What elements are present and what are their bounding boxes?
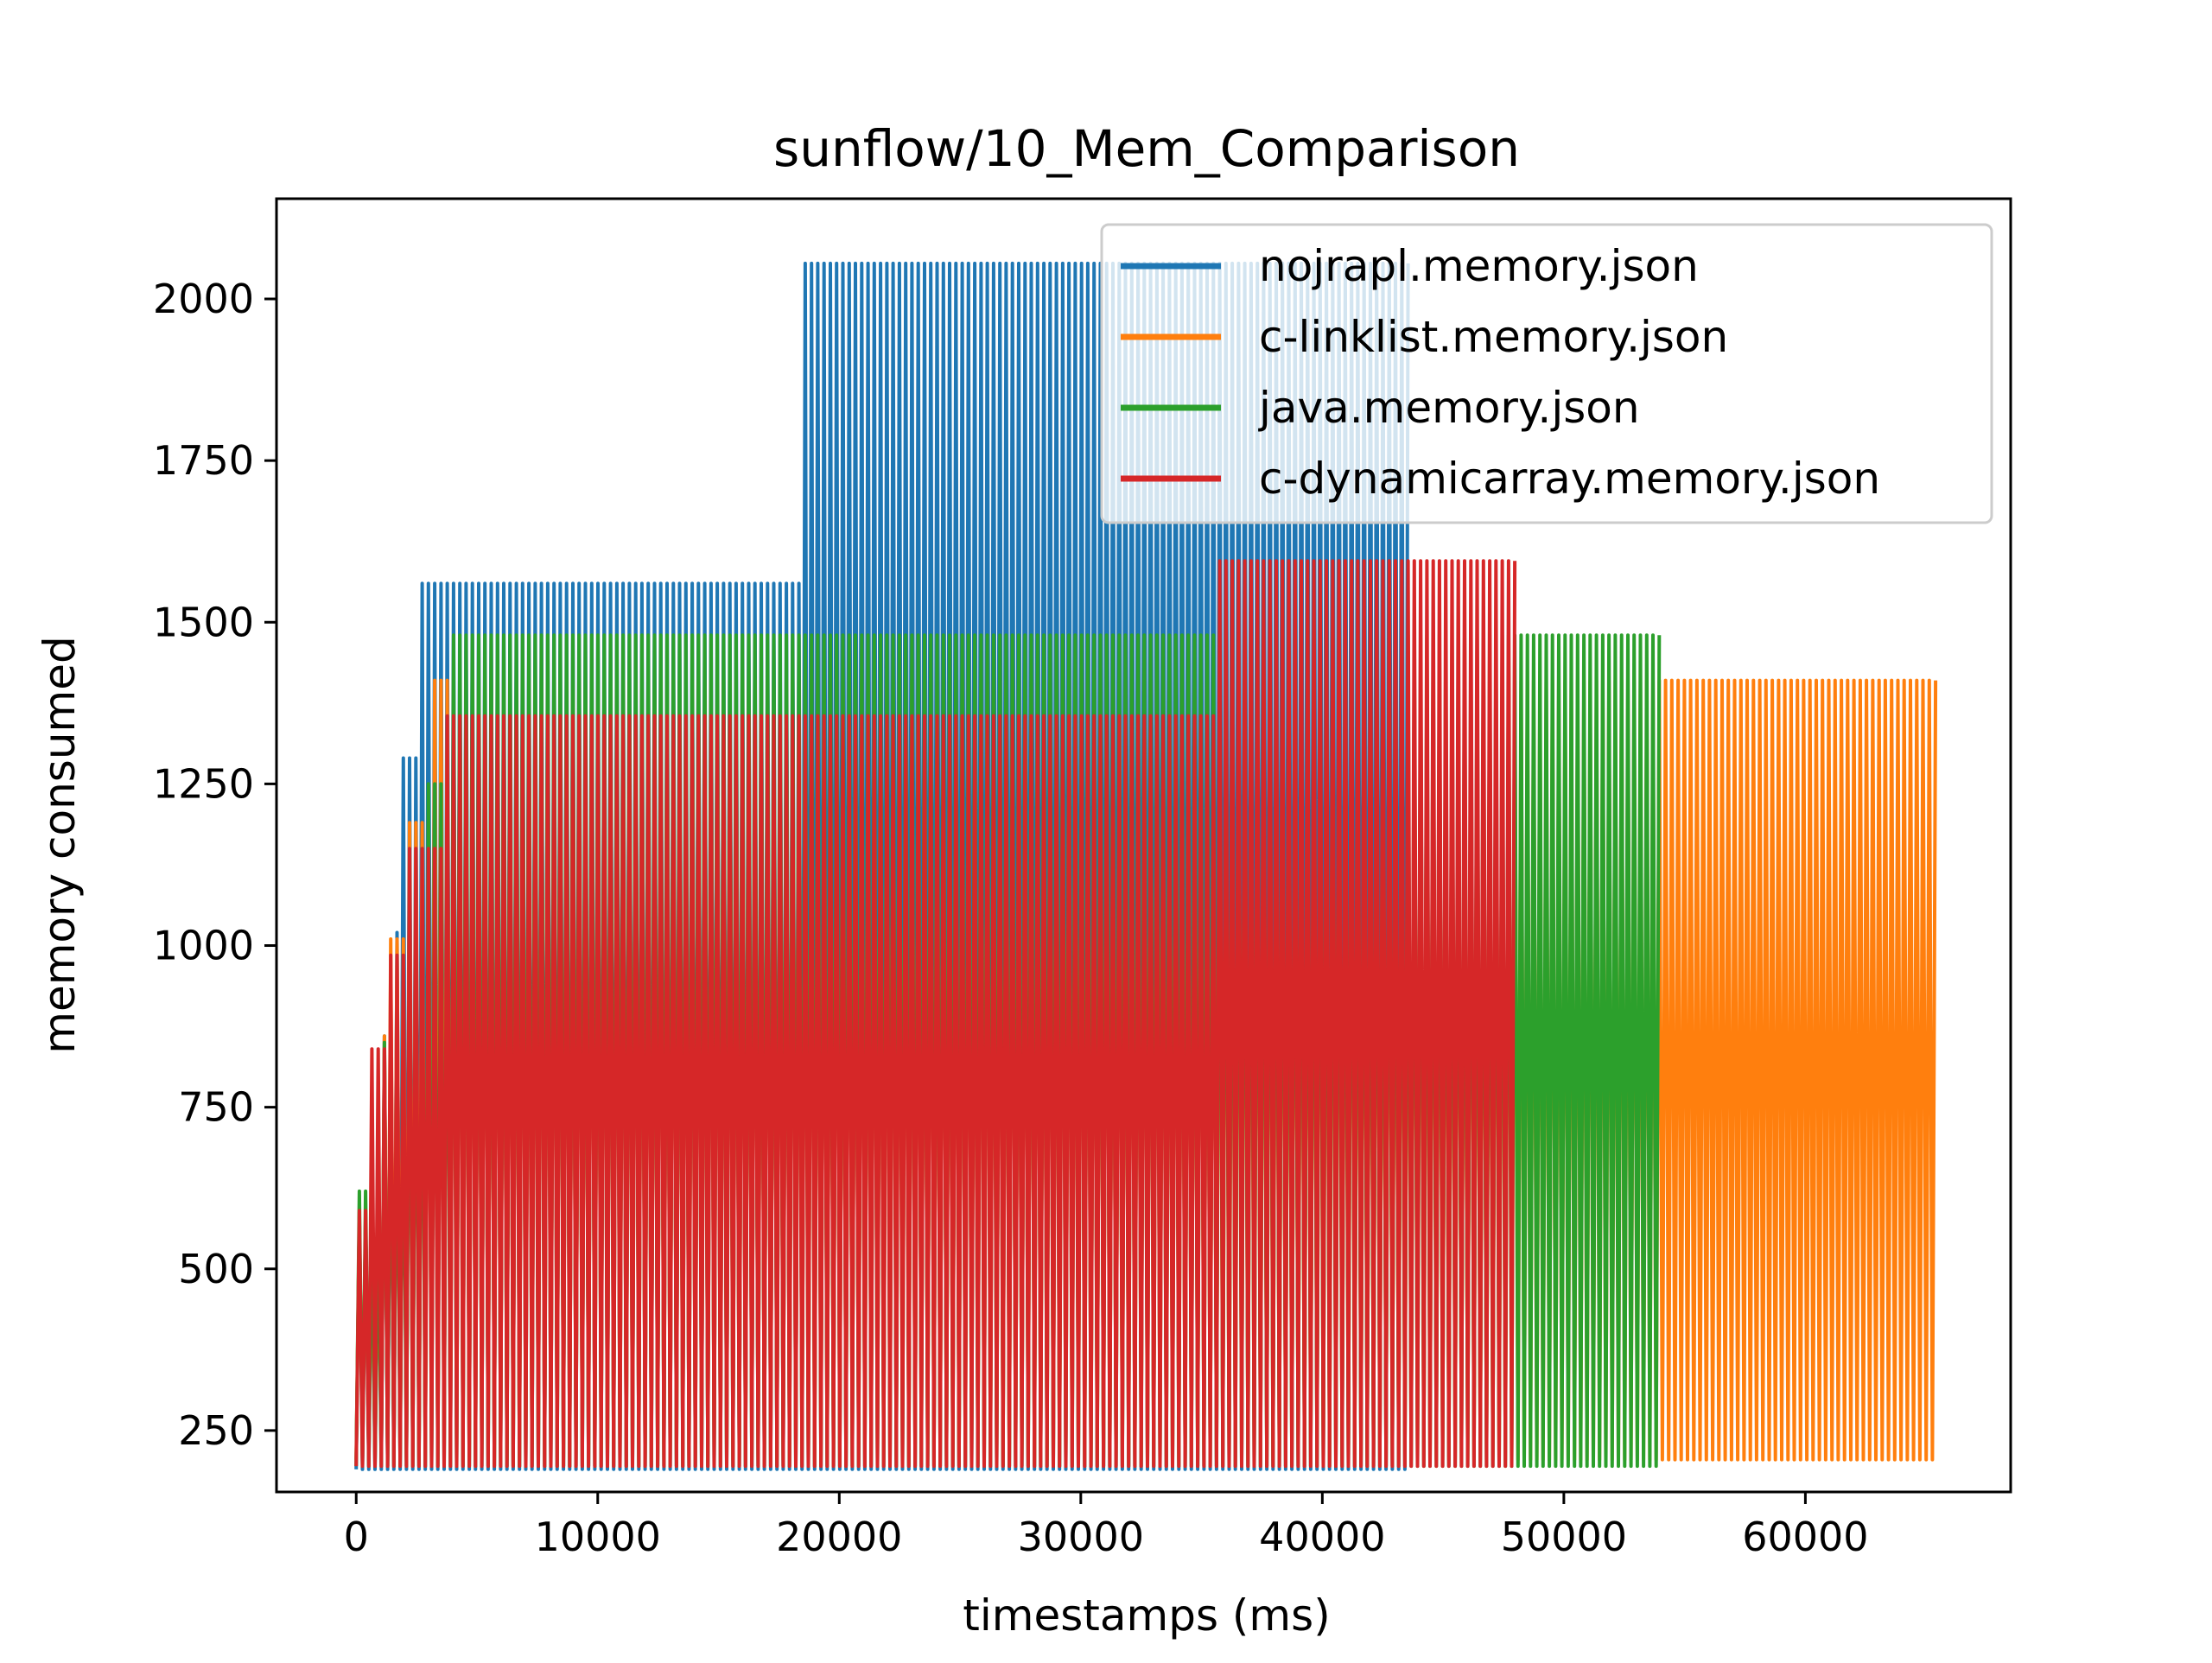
x-axis-label: timestamps (ms) [963,1590,1330,1641]
y-tick-label: 1000 [153,923,254,969]
x-tick-label: 40000 [1259,1514,1385,1560]
x-tick-label: 0 [344,1514,369,1560]
series-line-4 [354,559,1517,1469]
y-tick-label: 1250 [153,760,254,807]
axes-frame [275,197,2012,1494]
x-tick-label: 10000 [535,1514,661,1560]
x-tick-label: 20000 [776,1514,902,1560]
y-tick-label: 1750 [153,437,254,484]
legend-label: java.memory.json [1258,383,1640,433]
chart-title: sunflow/10_Mem_Comparison [773,119,1520,178]
legend-box [1100,223,1993,524]
y-tick-label: 1500 [153,599,254,645]
y-tick-label: 2000 [153,276,254,322]
y-tick-label: 250 [178,1407,254,1454]
y-axis-ticks: 250 500 750 1000 1250 1500 1750 2000 [153,276,276,1454]
x-axis-ticks: 0 10000 20000 30000 40000 50000 60000 [344,1492,1869,1560]
legend-label: c-dynamicarray.memory.json [1259,454,1880,504]
legend: nojrapl.memory.json c-linklist.memory.jso… [1100,223,1993,524]
legend-label: nojrapl.memory.json [1259,241,1699,291]
y-tick-label: 500 [178,1246,254,1292]
x-tick-label: 50000 [1501,1514,1627,1560]
x-tick-label: 30000 [1018,1514,1144,1560]
x-tick-label: 60000 [1742,1514,1868,1560]
y-axis-label: memory consumed [35,636,85,1054]
y-tick-label: 750 [178,1084,254,1131]
legend-label: c-linklist.memory.json [1259,312,1728,362]
